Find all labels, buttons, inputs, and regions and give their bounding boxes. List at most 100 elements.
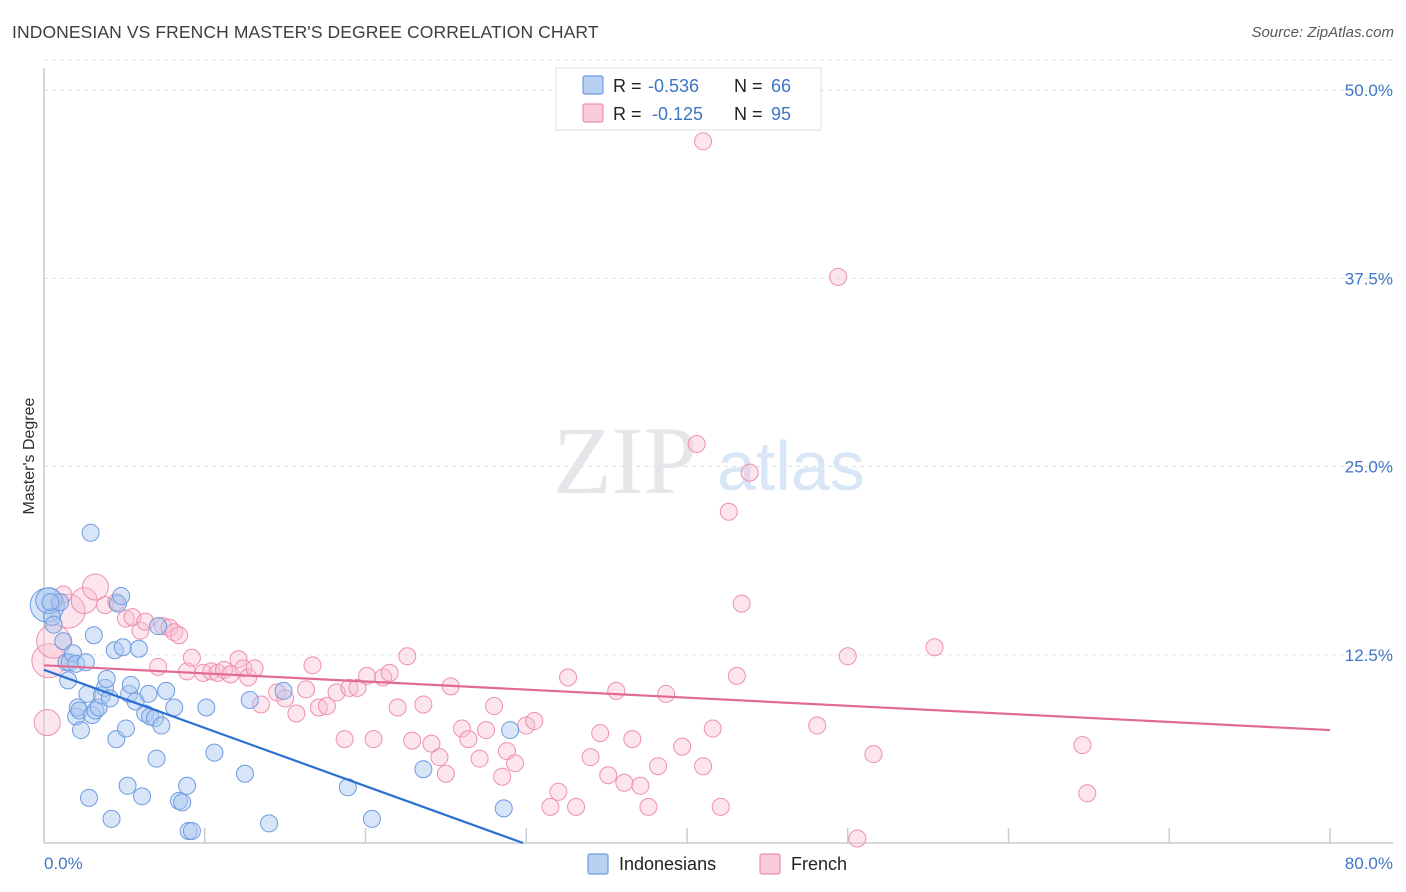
indonesians-point[interactable] <box>68 698 87 717</box>
indonesians-point[interactable] <box>139 684 158 703</box>
indonesians-point[interactable] <box>147 749 166 768</box>
french-point[interactable] <box>452 719 471 738</box>
indonesians-point[interactable] <box>494 799 513 818</box>
french-point[interactable] <box>364 730 383 749</box>
french-point[interactable] <box>398 647 417 666</box>
french-point[interactable] <box>631 776 650 795</box>
indonesians-point[interactable] <box>136 704 155 723</box>
indonesians-point[interactable] <box>173 793 192 812</box>
indonesians-point[interactable] <box>43 608 62 627</box>
french-point[interactable] <box>430 748 449 767</box>
french-point[interactable] <box>740 463 759 482</box>
indonesians-point[interactable] <box>205 743 224 762</box>
french-point[interactable] <box>252 695 271 714</box>
french-point[interactable] <box>403 731 422 750</box>
indonesians-point[interactable] <box>414 760 433 779</box>
french-point[interactable] <box>525 712 544 731</box>
indonesians-point[interactable] <box>35 587 63 615</box>
indonesians-point[interactable] <box>157 681 176 700</box>
french-point[interactable] <box>436 764 455 783</box>
indonesians-point[interactable] <box>118 776 137 795</box>
french-point[interactable] <box>287 704 306 723</box>
french-point[interactable] <box>615 773 634 792</box>
french-point[interactable] <box>838 647 857 666</box>
indonesians-point[interactable] <box>182 821 201 840</box>
french-point[interactable] <box>245 659 264 678</box>
indonesians-point[interactable] <box>80 788 99 807</box>
french-point[interactable] <box>694 132 713 151</box>
indonesians-point[interactable] <box>129 639 148 658</box>
french-point[interactable] <box>116 609 135 628</box>
indonesians-point[interactable] <box>84 626 103 645</box>
french-point[interactable] <box>581 748 600 767</box>
french-point[interactable] <box>81 573 109 601</box>
french-point[interactable] <box>33 709 61 737</box>
indonesians-point[interactable] <box>197 698 216 717</box>
indonesians-point[interactable] <box>113 638 132 657</box>
bottom-legend-swatch-indonesians[interactable] <box>587 853 609 875</box>
french-point[interactable] <box>348 678 367 697</box>
indonesians-point[interactable] <box>165 698 184 717</box>
french-point[interactable] <box>1073 736 1092 755</box>
french-point[interactable] <box>732 594 751 613</box>
french-point[interactable] <box>182 648 201 667</box>
french-point[interactable] <box>591 724 610 743</box>
indonesians-point[interactable] <box>41 593 60 612</box>
french-point[interactable] <box>623 730 642 749</box>
french-point[interactable] <box>639 797 658 816</box>
indonesians-point[interactable] <box>235 764 254 783</box>
french-point[interactable] <box>303 656 322 675</box>
french-point[interactable] <box>599 766 618 785</box>
french-point[interactable] <box>239 668 258 687</box>
french-point[interactable] <box>358 666 377 685</box>
indonesians-point[interactable] <box>71 721 90 740</box>
french-point[interactable] <box>848 829 867 848</box>
bottom-legend-label-french[interactable]: French <box>791 854 847 874</box>
indonesians-point[interactable] <box>133 787 152 806</box>
indonesians-point[interactable] <box>362 809 381 828</box>
french-point[interactable] <box>459 730 478 749</box>
indonesians-point[interactable] <box>240 690 259 709</box>
french-point[interactable] <box>70 587 98 615</box>
french-point[interactable] <box>380 663 399 682</box>
french-point[interactable] <box>149 657 168 676</box>
french-point[interactable] <box>694 757 713 776</box>
french-point[interactable] <box>649 757 668 776</box>
french-point[interactable] <box>131 621 150 640</box>
french-point[interactable] <box>477 721 496 740</box>
indonesians-point[interactable] <box>116 719 135 738</box>
indonesians-point[interactable] <box>501 721 520 740</box>
french-point[interactable] <box>297 680 316 699</box>
french-point[interactable] <box>719 502 738 521</box>
french-point[interactable] <box>165 623 184 642</box>
french-point[interactable] <box>925 638 944 657</box>
french-point[interactable] <box>493 767 512 786</box>
french-point[interactable] <box>422 734 441 753</box>
indonesians-point[interactable] <box>170 791 189 810</box>
indonesians-point[interactable] <box>81 523 100 542</box>
french-point[interactable] <box>864 745 883 764</box>
french-point[interactable] <box>229 650 248 669</box>
indonesians-point[interactable] <box>178 776 197 795</box>
french-point[interactable] <box>711 797 730 816</box>
french-point[interactable] <box>1078 784 1097 803</box>
indonesians-point[interactable] <box>86 701 105 720</box>
french-point[interactable] <box>276 689 295 708</box>
bottom-legend-swatch-french[interactable] <box>759 853 781 875</box>
french-point[interactable] <box>673 737 692 756</box>
french-point[interactable] <box>559 668 578 687</box>
french-point[interactable] <box>202 662 221 681</box>
indonesians-point[interactable] <box>274 681 293 700</box>
indonesians-point[interactable] <box>121 675 140 694</box>
indonesians-point[interactable] <box>44 615 63 634</box>
french-point[interactable] <box>541 797 560 816</box>
indonesians-point[interactable] <box>102 809 121 828</box>
french-point[interactable] <box>485 696 504 715</box>
french-point[interactable] <box>549 782 568 801</box>
french-point[interactable] <box>829 267 848 286</box>
indonesians-point[interactable] <box>63 644 82 663</box>
french-point[interactable] <box>703 719 722 738</box>
french-point[interactable] <box>808 716 827 735</box>
indonesians-point[interactable] <box>152 716 171 735</box>
french-point[interactable] <box>170 626 189 645</box>
